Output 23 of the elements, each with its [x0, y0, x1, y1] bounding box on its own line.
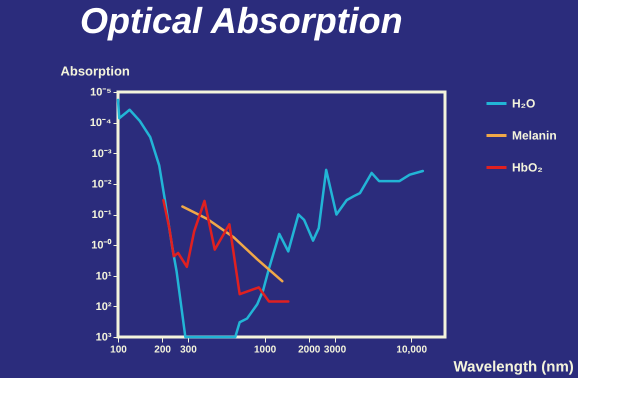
x-tick-label: 300: [180, 344, 198, 356]
legend-label: H₂O: [512, 96, 536, 110]
x-axis-title: Wavelength (nm): [454, 358, 574, 376]
y-tick-label: 10³: [96, 332, 112, 344]
line-series: [181, 205, 284, 282]
chart-title: Optical Absorption: [80, 0, 403, 41]
y-tick-label: 10⁻⁵: [90, 86, 112, 98]
x-tick-label: 200: [154, 344, 172, 356]
y-tick-label: 10⁻⁰: [91, 238, 112, 252]
y-tick-label: 10⁻²: [92, 178, 112, 190]
y-tick-label: 10⁻³: [92, 148, 112, 160]
y-tick-label: 10⁻¹: [92, 209, 112, 221]
x-tick-label: 2000: [298, 344, 321, 356]
legend-label: HbO₂: [512, 160, 543, 174]
y-tick-label: 10⁻⁴: [90, 117, 112, 130]
x-tick-label: 10,000: [396, 344, 428, 356]
x-tick-label: 1000: [254, 344, 277, 356]
y-tick-label: 10²: [96, 300, 112, 313]
y-axis-title: Absorption: [60, 64, 130, 78]
x-tick-label: 100: [110, 344, 128, 356]
x-tick-label: 3000: [324, 344, 347, 356]
legend-label: Melanin: [512, 128, 557, 142]
y-tick-label: 10¹: [96, 270, 112, 282]
